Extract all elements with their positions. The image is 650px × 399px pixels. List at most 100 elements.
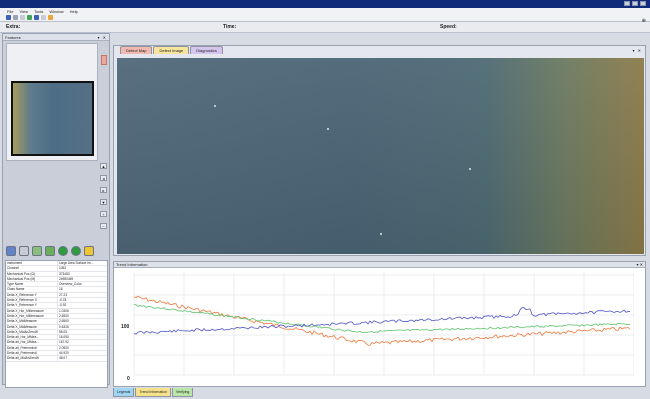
property-name: Delta alt_MidAnZeroW [7, 356, 40, 361]
property-name: Type Name [7, 282, 24, 287]
defect-spot[interactable] [327, 128, 329, 130]
property-row[interactable]: Instrument Large Area Surface Im... [6, 261, 107, 267]
property-value: 0.6326 [56, 324, 107, 329]
property-row[interactable]: Delta alt_Pretermindl 2.0500 [6, 345, 107, 352]
select-icon[interactable] [6, 246, 16, 256]
window-controls [624, 1, 646, 6]
zoom-out-icon[interactable]: − [100, 223, 107, 229]
property-name: Delta X_Reference Y [7, 292, 37, 297]
trend-panel-controls[interactable]: ▾ ✕ [636, 262, 643, 267]
filter-icon[interactable] [48, 15, 53, 20]
tool-icon-row [6, 244, 94, 258]
property-value: 27.23 [56, 292, 107, 298]
menu-file[interactable]: File [7, 9, 14, 14]
menu-window[interactable]: Window [49, 9, 64, 14]
pan-icon[interactable] [19, 246, 29, 256]
play-icon[interactable] [58, 246, 68, 256]
measure-icon[interactable] [45, 246, 55, 256]
tab-verifying[interactable]: Verifying [171, 388, 194, 397]
property-value: 1053 [56, 266, 107, 271]
defect-spot[interactable] [214, 105, 216, 107]
image-thumbnail[interactable] [11, 81, 94, 156]
open-icon[interactable] [6, 15, 11, 20]
property-row[interactable]: Type Name Overview_Color [6, 282, 107, 288]
menu-view[interactable]: View [19, 9, 29, 14]
trend-title: Trend Information [116, 262, 148, 267]
y-axis-label: 100 [121, 324, 130, 330]
property-name: Delta X_MidAnZeroW [7, 329, 38, 334]
cut-icon[interactable] [20, 15, 25, 20]
property-row[interactable]: Delta X_Hor_MMmeasure 2.6500 [6, 313, 107, 320]
tab-defect-map[interactable]: Defect Map [120, 46, 153, 54]
property-row[interactable]: Delta Y_Reference Y -0.92 [6, 303, 107, 309]
scroll-left-icon[interactable]: ◂ [100, 175, 107, 181]
minimize-icon[interactable] [624, 1, 630, 6]
property-row[interactable]: Delta alt_Hor_MMea... 16.050 [6, 335, 107, 341]
save-icon[interactable] [13, 15, 18, 20]
scroll-up-icon[interactable]: ▲ [100, 163, 107, 169]
features-panel: Features ▾ ✕ ▲ ◂ ▸ ▼ + − Instrument Large… [2, 33, 110, 388]
property-value: 44.920 [56, 351, 107, 356]
x-axis-label: 0 [127, 376, 130, 382]
property-row[interactable]: Mechanical Pos (M) 24980469 [6, 276, 107, 283]
close-icon[interactable] [640, 1, 646, 6]
properties-table: Instrument Large Area Surface Im... Channe… [5, 260, 108, 388]
property-name: Class Name [7, 287, 25, 292]
refresh-icon[interactable] [27, 15, 32, 20]
menu-help[interactable]: Help [69, 9, 78, 14]
property-name: Delta alt_Pretermindl [7, 351, 37, 356]
grid-icon[interactable] [32, 246, 42, 256]
position-marker[interactable] [101, 55, 107, 65]
tab-trend-information[interactable]: Trend Information [135, 388, 171, 397]
zoom-in-icon[interactable]: + [100, 211, 107, 217]
property-row[interactable]: Delta alt_Pretermindl 44.920 [6, 351, 107, 357]
defect-spot[interactable] [469, 168, 471, 170]
property-name: Delta X_MidMeasure [7, 319, 37, 324]
property-row[interactable]: Delta alt_Hor_MMea... 167.92 [6, 340, 107, 346]
trend-graph[interactable]: 100 0 [119, 271, 634, 382]
highlight-icon[interactable] [84, 246, 94, 256]
settings-icon[interactable] [34, 15, 39, 20]
property-name: Channel [7, 266, 19, 271]
property-row[interactable]: Delta X_MidAnZeroW 58.05 [6, 329, 107, 336]
graph-grid [133, 273, 634, 376]
pin-icon[interactable]: ⊕ [641, 18, 646, 24]
status-row: Extra: Time: Speed: [0, 22, 650, 33]
property-row[interactable]: Delta X_Reference Y 27.23 [6, 292, 107, 299]
trend-panel-header: Trend Information ▾ ✕ [114, 262, 645, 268]
trend-panel: Trend Information ▾ ✕ 100 0 [113, 261, 646, 387]
property-row[interactable]: Delta X_Hor_MMmeasure 1.0306 [6, 308, 107, 314]
property-name: Delta X_Hor_MMmeasure [7, 308, 44, 313]
tab-legends[interactable]: Legends [113, 388, 135, 397]
property-name: Mechanical Pos (Ω) [7, 271, 35, 276]
scroll-right-icon[interactable]: ▸ [100, 187, 107, 193]
chart-icon[interactable] [41, 15, 46, 20]
property-row[interactable]: Channel 1053 [6, 266, 107, 272]
property-name: Instrument [7, 261, 23, 265]
property-value: Overview_Color [56, 282, 107, 287]
main-panel-controls[interactable]: ▾ ✕ [632, 48, 642, 53]
menubar: File View Tools Window Help ⊕ [0, 8, 650, 24]
property-value: 2.6500 [56, 313, 107, 319]
menu-tools[interactable]: Tools [34, 9, 44, 14]
property-row[interactable]: Delta X_MidMeasure 2.6500 [6, 319, 107, 325]
tab-defect-image[interactable]: Defect Image [153, 46, 190, 54]
property-row[interactable]: Delta X_Reference X -0.78 [6, 298, 107, 304]
defect-spot[interactable] [380, 233, 382, 235]
next-icon[interactable] [71, 246, 81, 256]
window-titlebar [0, 0, 650, 8]
scroll-down-icon[interactable]: ▼ [100, 199, 107, 205]
property-row[interactable]: Mechanical Pos (Ω) 373483 [6, 271, 107, 277]
property-value: Large Area Surface Im... [56, 261, 107, 266]
property-row[interactable]: Delta X_MidMeasure 0.6326 [6, 324, 107, 330]
tab-diagnostics[interactable]: Diagnostics [190, 46, 223, 54]
property-value: 48.07 [56, 356, 107, 361]
maximize-icon[interactable] [632, 1, 638, 6]
property-value: 24980469 [56, 276, 107, 282]
blue-series-line [133, 307, 631, 335]
property-value: 2.6500 [56, 319, 107, 324]
property-row[interactable]: Class Name 16 [6, 287, 107, 293]
property-row[interactable]: Delta alt_MidAnZeroW 48.07 [6, 356, 107, 362]
panel-controls[interactable]: ▾ ✕ [97, 35, 107, 40]
surface-image-view[interactable] [117, 58, 644, 254]
